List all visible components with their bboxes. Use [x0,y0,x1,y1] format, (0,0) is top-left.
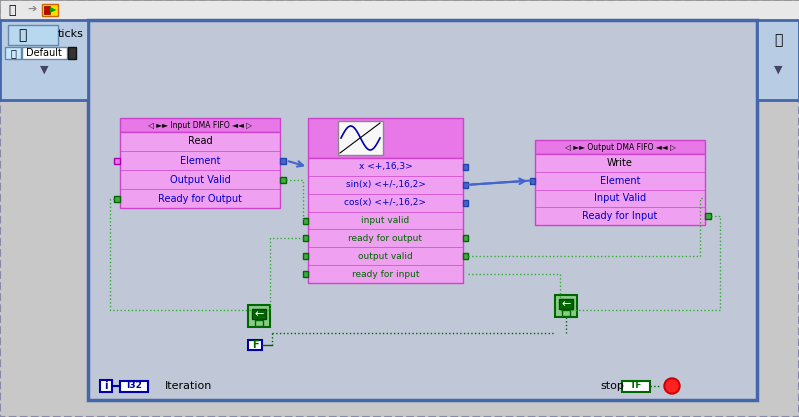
Text: ←: ← [254,309,264,319]
Text: ▼: ▼ [773,65,782,75]
FancyBboxPatch shape [303,235,308,241]
Circle shape [666,380,678,392]
Text: ⏱: ⏱ [10,48,16,58]
FancyBboxPatch shape [463,200,468,206]
FancyBboxPatch shape [562,310,570,316]
FancyBboxPatch shape [463,235,468,241]
Circle shape [664,378,680,394]
FancyBboxPatch shape [88,20,757,400]
FancyBboxPatch shape [248,305,270,327]
Text: Element: Element [180,156,221,166]
Text: Element: Element [600,176,640,186]
Text: I32: I32 [126,382,142,390]
Text: Iteration: Iteration [165,381,213,391]
FancyBboxPatch shape [303,218,308,224]
Text: ◁ ►► Output DMA FIFO ◄◄ ▷: ◁ ►► Output DMA FIFO ◄◄ ▷ [565,143,675,151]
Text: ◁ ►► Input DMA FIFO ◄◄ ▷: ◁ ►► Input DMA FIFO ◄◄ ▷ [148,121,252,130]
FancyBboxPatch shape [252,309,266,319]
FancyBboxPatch shape [248,340,262,350]
Text: ready for output: ready for output [348,234,423,243]
FancyBboxPatch shape [120,381,148,392]
FancyBboxPatch shape [120,132,280,208]
FancyBboxPatch shape [5,47,21,59]
Text: output valid: output valid [358,252,413,261]
FancyBboxPatch shape [0,0,799,20]
Text: ▼: ▼ [40,65,48,75]
Text: x <+,16,3>: x <+,16,3> [359,163,412,171]
Text: F: F [252,340,258,350]
FancyBboxPatch shape [120,118,280,132]
FancyBboxPatch shape [100,380,112,392]
Text: ⏰: ⏰ [18,28,26,42]
FancyBboxPatch shape [705,213,711,219]
FancyBboxPatch shape [463,182,468,188]
Text: input valid: input valid [361,216,410,225]
FancyBboxPatch shape [255,320,263,326]
Text: ←: ← [562,299,570,309]
FancyBboxPatch shape [0,20,88,100]
Text: Input Valid: Input Valid [594,193,646,203]
Text: Ready for Input: Ready for Input [582,211,658,221]
FancyBboxPatch shape [44,6,50,14]
Text: ready for input: ready for input [352,269,419,279]
Text: ⏰: ⏰ [773,33,782,47]
FancyBboxPatch shape [280,176,286,183]
Text: ▶: ▶ [50,5,56,15]
FancyBboxPatch shape [22,47,67,59]
FancyBboxPatch shape [42,4,58,16]
FancyBboxPatch shape [280,158,286,163]
Text: Ready for Output: Ready for Output [158,193,242,203]
Text: Read: Read [188,136,213,146]
Text: ➔: ➔ [27,5,37,15]
FancyBboxPatch shape [622,381,650,392]
FancyBboxPatch shape [535,140,705,154]
FancyBboxPatch shape [308,118,463,158]
FancyBboxPatch shape [8,25,58,45]
Text: Output Valid: Output Valid [169,174,230,184]
Text: Write: Write [607,158,633,168]
Text: cos(x) <+/-,16,2>: cos(x) <+/-,16,2> [344,198,427,207]
Text: sin(x) <+/-,16,2>: sin(x) <+/-,16,2> [345,180,425,189]
FancyBboxPatch shape [555,295,577,317]
Text: i: i [104,381,108,391]
FancyBboxPatch shape [535,154,705,225]
FancyBboxPatch shape [559,299,573,309]
FancyBboxPatch shape [338,121,383,155]
Text: TF: TF [630,382,642,390]
FancyBboxPatch shape [530,178,535,183]
FancyBboxPatch shape [68,47,76,59]
FancyBboxPatch shape [114,158,120,163]
FancyBboxPatch shape [114,196,120,201]
Text: ✋: ✋ [8,3,16,17]
FancyBboxPatch shape [303,271,308,277]
FancyBboxPatch shape [308,158,463,283]
FancyBboxPatch shape [463,164,468,170]
Text: ticks: ticks [58,29,84,39]
Text: stop: stop [600,381,624,391]
FancyBboxPatch shape [757,20,799,100]
FancyBboxPatch shape [463,253,468,259]
Text: Default: Default [26,48,62,58]
FancyBboxPatch shape [303,253,308,259]
